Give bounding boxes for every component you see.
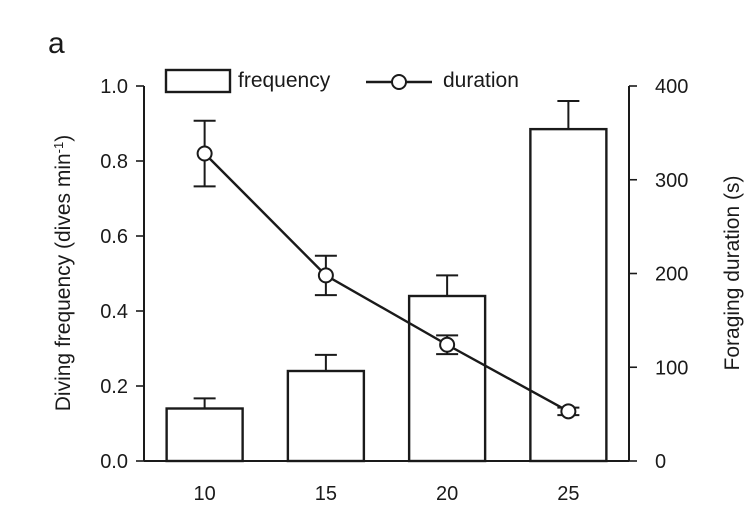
duration-error-bars (193, 119, 580, 417)
duration-point (196, 145, 213, 162)
duration-points (196, 145, 577, 420)
frequency-bar (165, 407, 244, 463)
right-y-tick-label: 400 (655, 76, 688, 98)
legend-duration-label: duration (443, 69, 519, 92)
right-y-axis-label: Foraging duration (s) (721, 176, 744, 371)
left-y-tick-label: 1.0 (100, 76, 128, 98)
x-tick-label: 10 (194, 483, 216, 505)
duration-point (560, 403, 577, 420)
frequency-bar (286, 369, 366, 463)
x-ticks: 10 15 20 25 (194, 483, 580, 505)
legend-frequency-label: frequency (238, 69, 331, 92)
legend-duration-marker (391, 74, 407, 90)
duration-point (317, 267, 334, 284)
legend: frequency duration (164, 68, 519, 94)
right-y-tick-label: 300 (655, 170, 688, 192)
right-y-ticks: 0 100 200 300 400 (629, 76, 688, 473)
legend-frequency-swatch (164, 68, 232, 94)
left-y-tick-label: 0.4 (100, 301, 128, 323)
frequency-bars (165, 127, 608, 463)
panel-label: a (48, 27, 65, 60)
frequency-error-bars (193, 100, 580, 409)
x-tick-label: 15 (315, 483, 337, 505)
left-y-axis-label: Diving frequency (dives min-1) (51, 135, 76, 412)
duration-line (203, 152, 569, 413)
left-y-tick-label: 0.0 (100, 451, 128, 473)
left-y-tick-label: 0.8 (100, 151, 128, 173)
left-y-tick-label: 0.6 (100, 226, 128, 248)
frequency-bar (407, 294, 487, 463)
right-y-tick-label: 100 (655, 357, 688, 379)
x-tick-label: 20 (436, 483, 458, 505)
right-y-tick-label: 200 (655, 264, 688, 286)
x-tick-label: 25 (557, 483, 579, 505)
right-y-tick-label: 0 (655, 451, 666, 473)
duration-point (439, 336, 456, 353)
left-y-tick-label: 0.2 (100, 376, 128, 398)
left-y-ticks: 0.0 0.2 0.4 0.6 0.8 1.0 (100, 76, 144, 473)
